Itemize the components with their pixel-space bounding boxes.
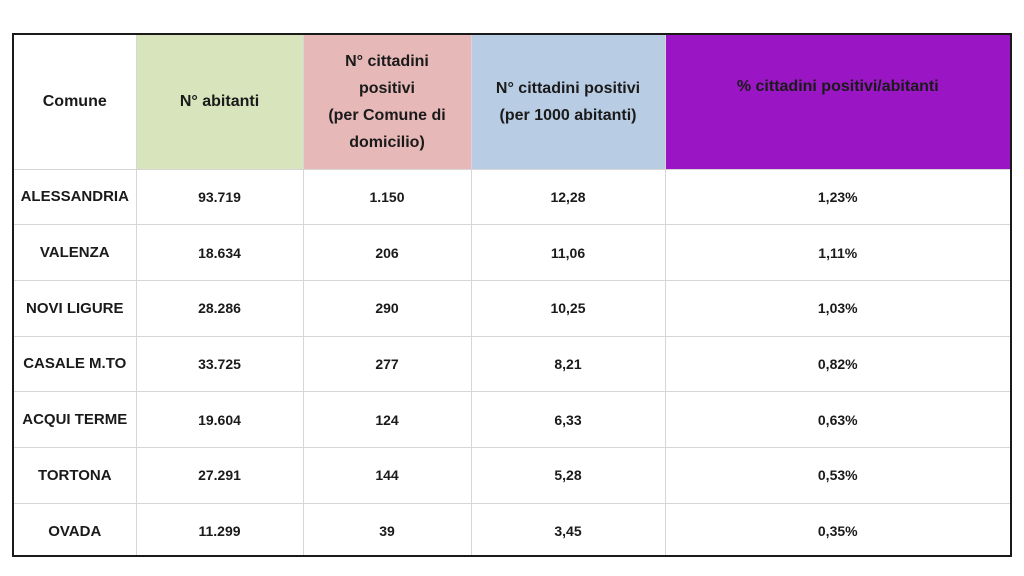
cell-abitanti: 93.719 [136, 169, 304, 226]
cell-per-1000: 5,28 [471, 447, 666, 504]
cell-abitanti: 27.291 [136, 447, 304, 504]
cell-positivi: 206 [303, 224, 472, 281]
data-table-frame: Comune N° abitanti N° cittadini positivi… [12, 33, 1012, 557]
header-abitanti: N° abitanti [136, 35, 304, 170]
cell-positivi: 144 [303, 447, 472, 504]
cell-percent: 1,23% [665, 169, 1010, 226]
cell-positivi: 39 [303, 503, 472, 555]
cell-percent: 1,03% [665, 280, 1010, 337]
table-row: CASALE M.TO 33.725 277 8,21 0,82% [14, 336, 1010, 393]
cell-per-1000: 12,28 [471, 169, 666, 226]
header-percent: % cittadini positivi/abitanti [665, 35, 1010, 170]
header-positivi: N° cittadini positivi (per Comune di dom… [303, 35, 472, 170]
cell-percent: 0,35% [817, 523, 858, 540]
cell-comune: VALENZA [14, 224, 137, 281]
cell-positivi: 124 [303, 391, 472, 448]
cell-per-1000: 6,33 [471, 391, 666, 448]
table-row: VALENZA 18.634 206 11,06 1,11% [14, 224, 1010, 281]
cell-per-1000: 10,25 [471, 280, 666, 337]
cell-positivi: 277 [303, 336, 472, 393]
cell-comune: OVADA [14, 503, 137, 555]
cell-per-1000: 3,45 [471, 503, 666, 555]
cell-abitanti: 18.634 [136, 224, 304, 281]
cell-percent: 1,11% [665, 224, 1010, 281]
table-row: ACQUI TERME 19.604 124 6,33 0,63% [14, 391, 1010, 448]
cell-percent: 0,63% [665, 391, 1010, 448]
table-row: OVADA 11.299 39 3,45 0,35% [14, 503, 1010, 555]
header-comune: Comune [14, 35, 137, 170]
table-row: NOVI LIGURE 28.286 290 10,25 1,03% [14, 280, 1010, 337]
cell-percent: 0,82% [665, 336, 1010, 393]
cell-comune: ALESSANDRIA [14, 169, 137, 226]
cell-positivi: 290 [303, 280, 472, 337]
cell-abitanti: 28.286 [136, 280, 304, 337]
cell-per-1000: 11,06 [471, 224, 666, 281]
cell-abitanti: 11.299 [136, 503, 304, 555]
cell-percent: 0,53% [665, 447, 1010, 504]
cell-comune: CASALE M.TO [14, 336, 137, 393]
cell-comune: TORTONA [14, 447, 137, 504]
table-row: ALESSANDRIA 93.719 1.150 12,28 1,23% [14, 169, 1010, 226]
covid-positives-table: Comune N° abitanti N° cittadini positivi… [14, 35, 1010, 555]
cell-abitanti: 33.725 [136, 336, 304, 393]
cell-comune: ACQUI TERME [14, 391, 137, 448]
header-per-1000: N° cittadini positivi (per 1000 abitanti… [471, 35, 666, 170]
cell-comune: NOVI LIGURE [14, 280, 137, 337]
cell-positivi: 1.150 [303, 169, 472, 226]
header-row: Comune N° abitanti N° cittadini positivi… [14, 35, 1010, 170]
cell-abitanti: 19.604 [136, 391, 304, 448]
table-row: TORTONA 27.291 144 5,28 0,53% [14, 447, 1010, 504]
cell-per-1000: 8,21 [471, 336, 666, 393]
